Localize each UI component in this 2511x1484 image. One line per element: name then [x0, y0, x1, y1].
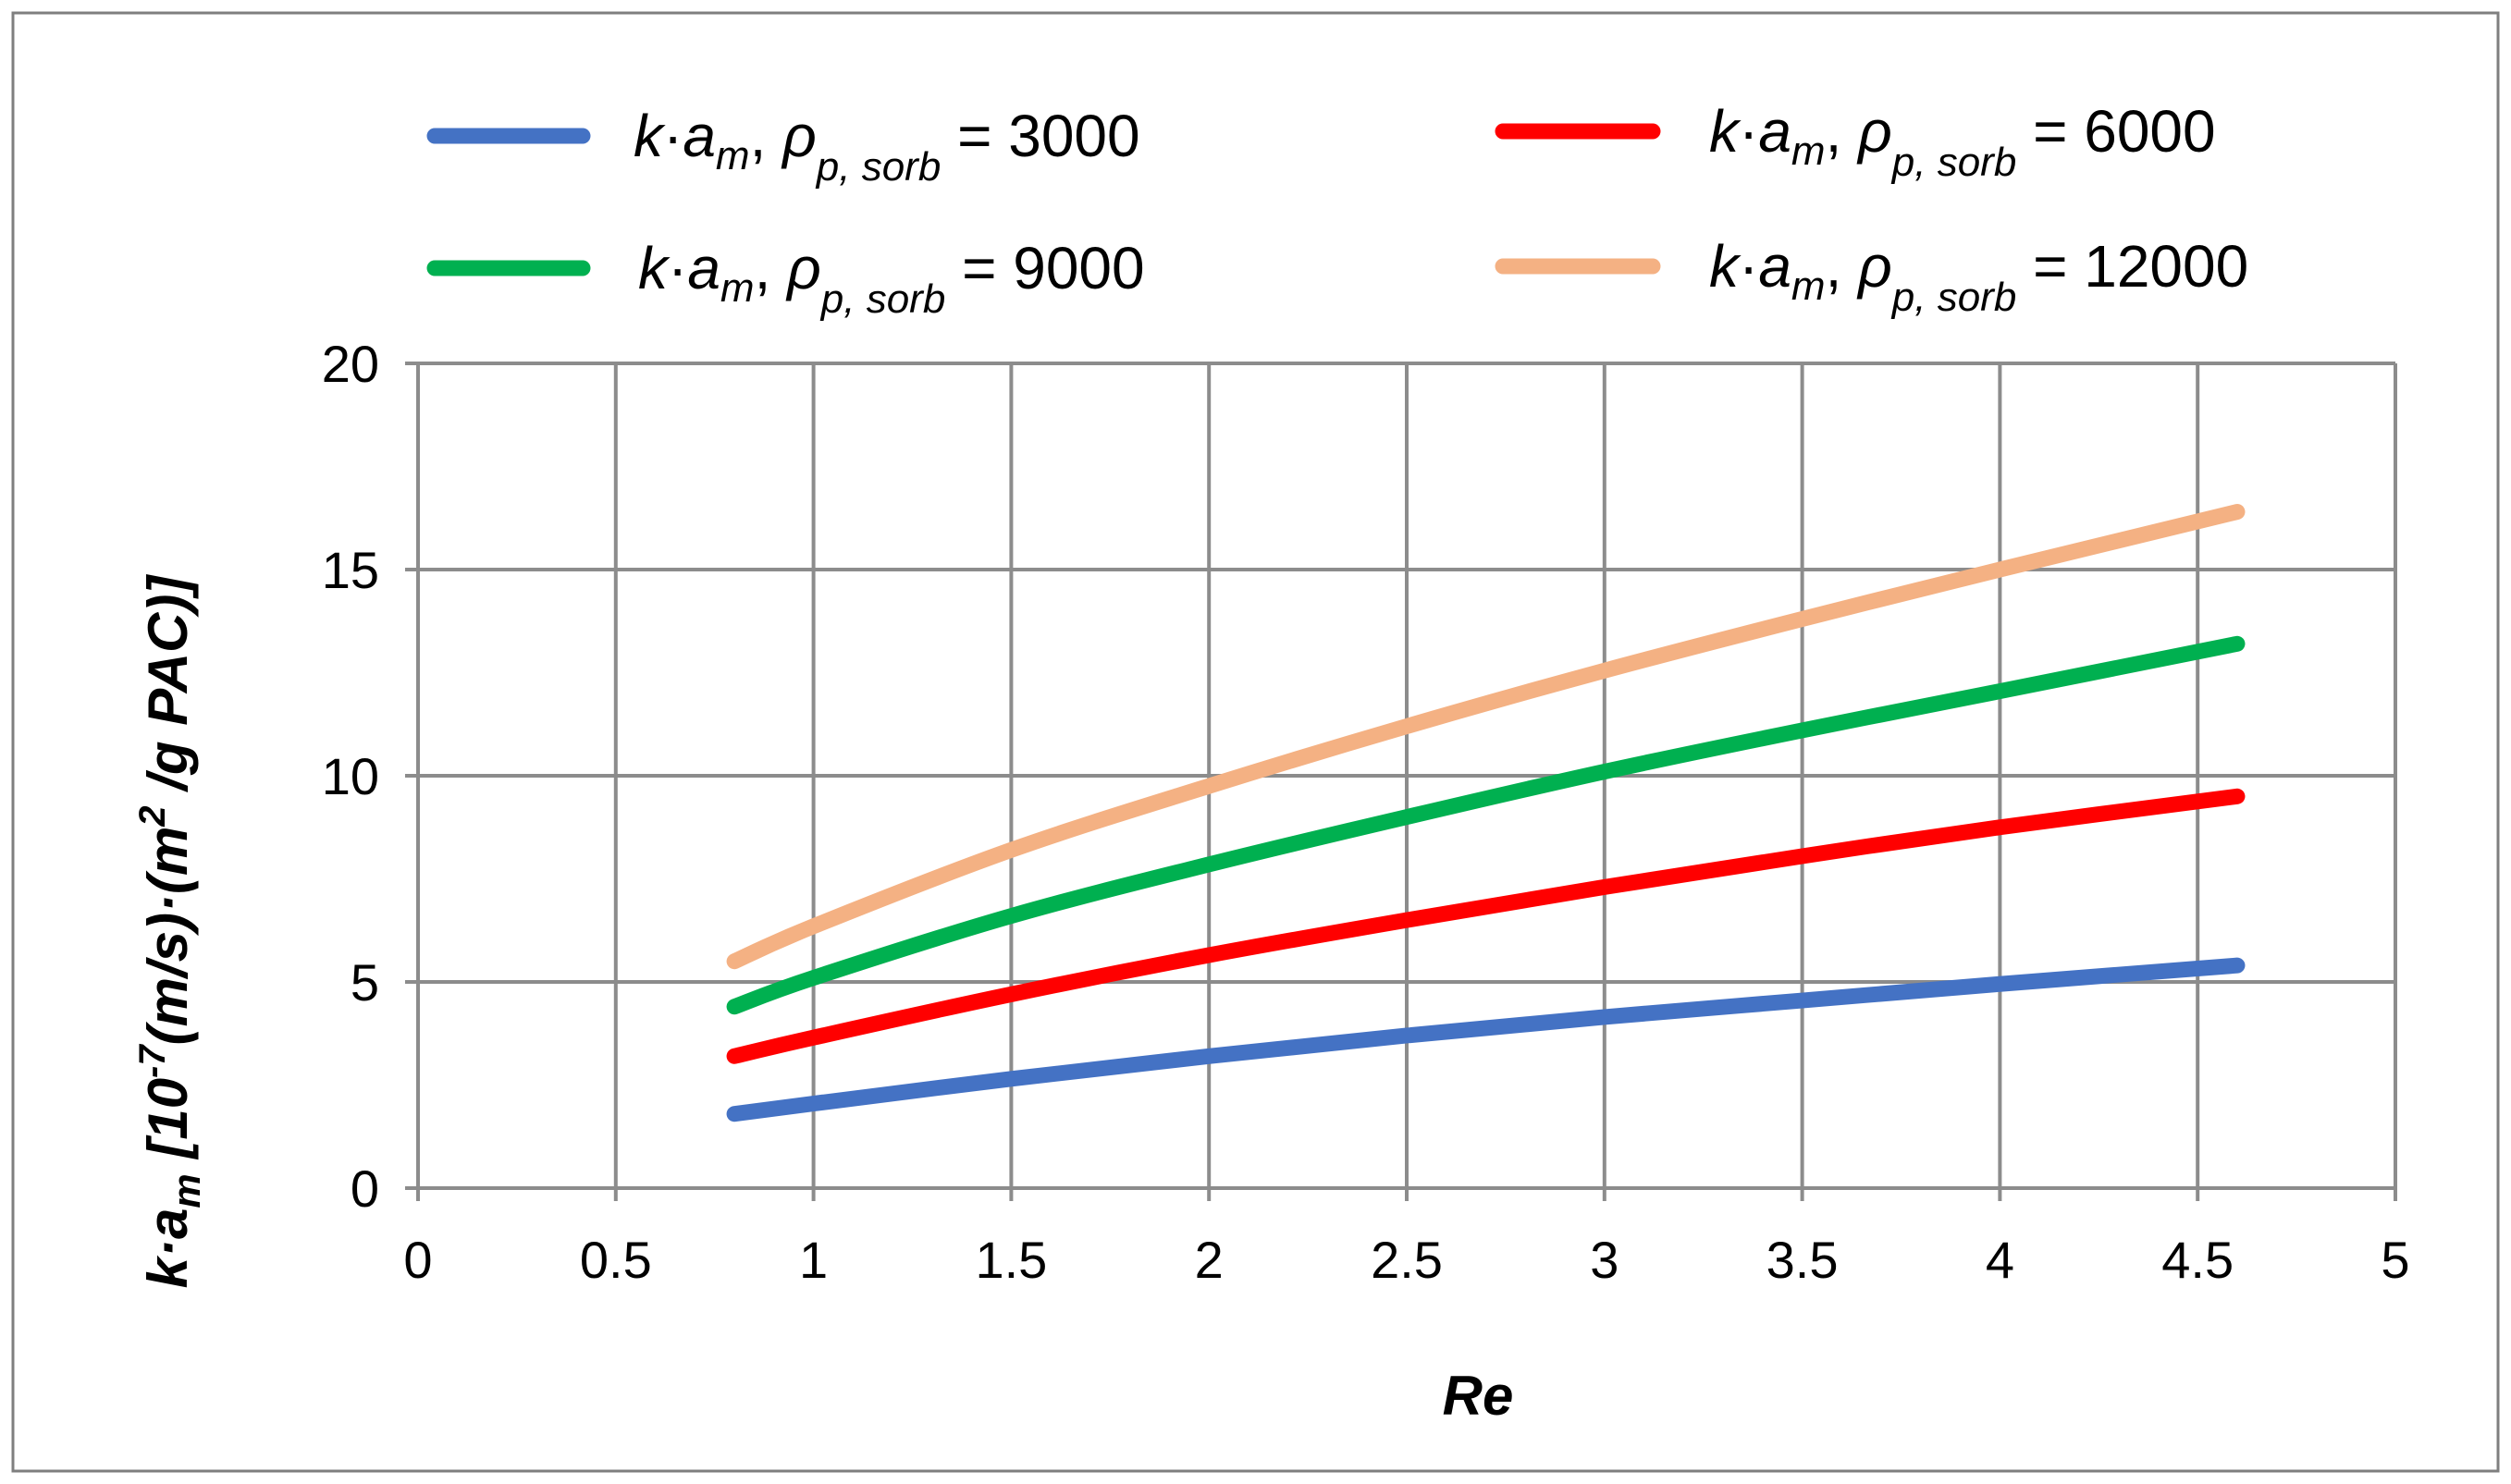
y-axis-title-exp: -7 — [132, 1044, 173, 1078]
x-tick-label: 1.5 — [975, 1231, 1047, 1289]
x-tick-label: 3.5 — [1766, 1231, 1839, 1289]
y-axis-title-prefix: k·a — [137, 1208, 199, 1289]
y-tick-label: 15 — [322, 541, 379, 599]
y-axis-title-middle: (m/s)·(m — [137, 827, 199, 1046]
series-line-2 — [726, 788, 2246, 1064]
legend-label: k·am, ρp, sorb = 3000 — [634, 103, 1140, 190]
tick-labels: 0 0.5 1 1.5 2 2.5 3 3.5 4 4.5 5 0 5 10 15 20 — [322, 335, 2410, 1289]
x-axis-title: Re — [1443, 1365, 1514, 1427]
x-tick-label: 2.5 — [1371, 1231, 1443, 1289]
y-axis-title-exp2: 2 — [132, 805, 173, 827]
x-tick-label: 4 — [1986, 1231, 2014, 1289]
y-axis-title-main: [10 — [137, 1078, 199, 1173]
x-tick-label: 3 — [1590, 1231, 1619, 1289]
y-axis-title-prefix-sub: m — [165, 1173, 208, 1208]
y-axis-title: k·am [10-7(m/s)·(m2 /g PAC)] — [132, 574, 208, 1289]
x-tick-label: 2 — [1195, 1231, 1224, 1289]
legend-label: k·am, ρp, sorb = 12000 — [1709, 233, 2248, 320]
series-layer — [726, 504, 2246, 1122]
legend-label: k·am, ρp, sorb = 9000 — [638, 235, 1145, 322]
legend-item-4: k·am, ρp, sorb = 12000 — [1495, 233, 2248, 320]
y-axis-title-suffix: /g PAC)] — [137, 574, 199, 806]
x-tick-label: 5 — [2381, 1231, 2409, 1289]
series-line-4 — [726, 504, 2246, 970]
y-tick-label: 0 — [351, 1159, 379, 1218]
x-tick-label: 1 — [799, 1231, 828, 1289]
series-line-1 — [726, 957, 2246, 1122]
legend-item-2: k·am, ρp, sorb = 6000 — [1495, 98, 2216, 185]
legend-item-1: k·am, ρp, sorb = 3000 — [426, 103, 1140, 190]
series-line-3 — [726, 635, 2246, 1015]
x-tick-label: 0.5 — [580, 1231, 652, 1289]
x-tick-label: 0 — [403, 1231, 432, 1289]
legend-label: k·am, ρp, sorb = 6000 — [1709, 98, 2216, 185]
legend-item-3: k·am, ρp, sorb = 9000 — [426, 235, 1145, 322]
legend: k·am, ρp, sorb = 3000 k·am, ρp, sorb = 60… — [426, 98, 2248, 322]
y-tick-label: 5 — [351, 953, 379, 1012]
y-tick-label: 20 — [322, 335, 379, 393]
chart-border — [11, 11, 2500, 1473]
x-tick-label: 4.5 — [2161, 1231, 2234, 1289]
y-tick-label: 10 — [322, 747, 379, 805]
